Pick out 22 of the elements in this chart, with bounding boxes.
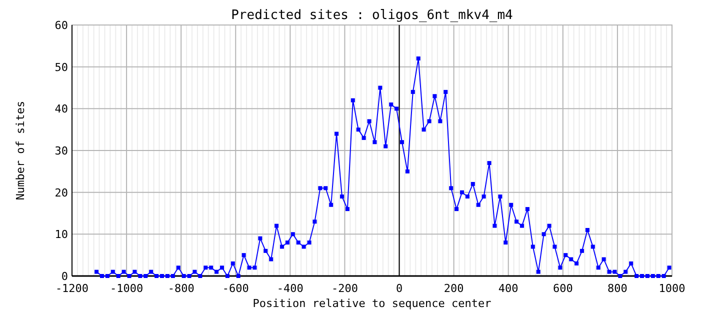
x-tick-label: 0 <box>396 282 403 295</box>
chart-title: Predicted sites : oligos_6nt_mkv4_m4 <box>231 8 514 23</box>
x-tick-label: -400 <box>276 282 304 295</box>
y-tick-label: 40 <box>54 102 68 116</box>
x-tick-label: -600 <box>222 282 249 295</box>
x-tick-label: -200 <box>331 282 358 295</box>
x-tick-label: -1200 <box>55 282 89 295</box>
x-tick-label: 800 <box>608 282 628 295</box>
x-tick-label: 600 <box>552 282 573 295</box>
y-tick-label: 50 <box>54 60 68 74</box>
y-tick-label: 20 <box>54 186 68 200</box>
y-axis-title: Number of sites <box>14 100 27 200</box>
x-axis-title: Position relative to sequence center <box>252 297 492 310</box>
y-tick-label: 60 <box>54 19 68 32</box>
y-tick-label: 30 <box>54 144 68 158</box>
x-tick-label: 400 <box>498 282 518 295</box>
x-tick-label: -1000 <box>110 282 144 295</box>
x-tick-label: 1000 <box>658 282 686 295</box>
x-tick-label: 200 <box>444 282 464 295</box>
y-tick-label: 0 <box>61 270 68 283</box>
x-tick-label: -800 <box>168 282 194 295</box>
y-tick-label: 10 <box>54 228 68 242</box>
